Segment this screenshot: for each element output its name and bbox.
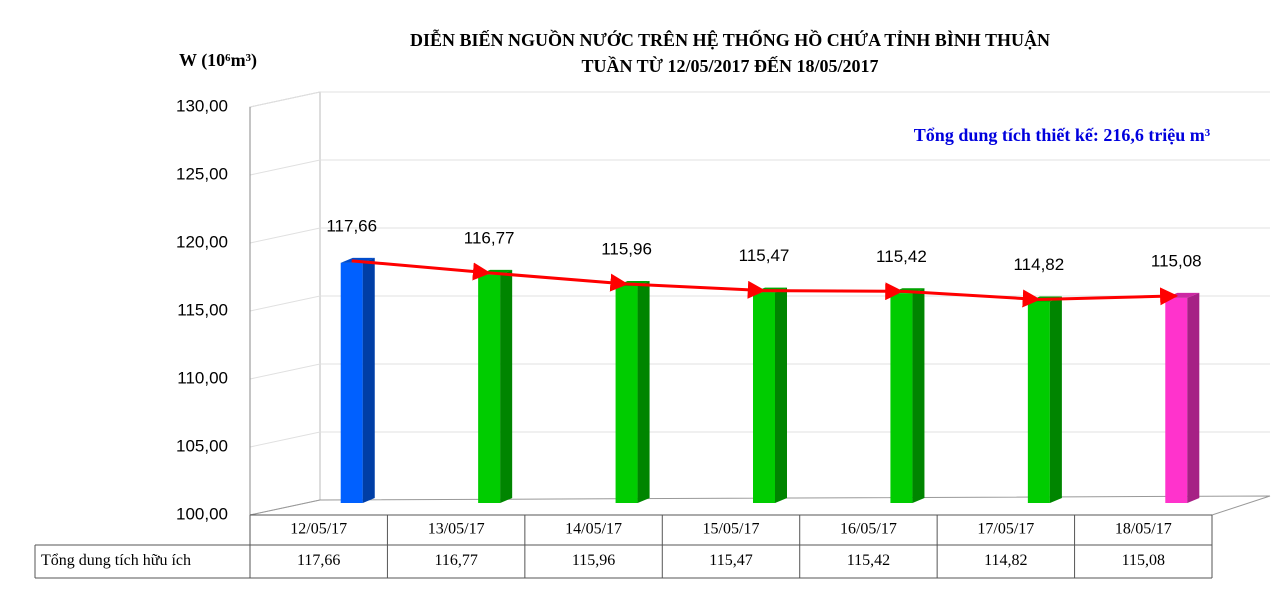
bar	[753, 292, 775, 503]
bar-side-shade	[362, 257, 375, 503]
data-label: 115,47	[739, 246, 790, 265]
table-value: 115,47	[709, 552, 752, 569]
table-value: 117,66	[297, 552, 340, 569]
grid-line	[249, 431, 1270, 448]
table-row-label: Tổng dung tích hữu ích	[41, 552, 191, 569]
x-tick-label: 16/05/17	[840, 521, 897, 538]
trend-segment	[489, 271, 629, 292]
trend-segment	[901, 289, 1041, 308]
y-tick-label: 125,00	[176, 164, 228, 183]
data-label: 115,08	[1151, 251, 1202, 270]
bar-side-shade	[775, 287, 787, 503]
y-tick-label: 120,00	[176, 232, 228, 251]
bar	[1027, 301, 1050, 503]
table-value: 116,77	[434, 552, 477, 569]
chart-subtitle: TUẦN TỪ 12/05/2017 ĐẾN 18/05/2017	[581, 55, 878, 76]
bar-side	[500, 269, 513, 503]
bar	[1165, 297, 1188, 503]
bar-side	[637, 280, 650, 503]
bar-side-shade	[1049, 296, 1062, 503]
grid-line	[249, 295, 1270, 312]
bar-side	[1187, 292, 1200, 503]
trend-segment	[1038, 287, 1179, 306]
y-tick-label: 110,00	[177, 368, 228, 387]
table-value: 115,42	[847, 552, 890, 569]
y-tick-label: 130,00	[176, 96, 228, 115]
data-label: 114,82	[1013, 255, 1064, 274]
bar	[340, 262, 363, 503]
y-tick-label: 105,00	[176, 436, 228, 455]
bar	[890, 293, 913, 503]
grid-line	[249, 91, 1270, 108]
bar	[615, 285, 638, 503]
y-tick-label: 115,00	[177, 300, 228, 319]
x-tick-label: 12/05/17	[290, 521, 347, 538]
bar-side-shade	[1187, 292, 1200, 503]
bar-side	[912, 288, 925, 503]
bar-side-shade	[500, 269, 513, 503]
trend-segment	[351, 259, 491, 281]
bar-side	[362, 257, 375, 503]
bar-side-shade	[637, 280, 650, 503]
x-tick-label: 13/05/17	[428, 521, 485, 538]
data-label: 115,42	[876, 247, 927, 266]
annotation: Tổng dung tích thiết kế: 216,6 triệu m³	[914, 125, 1211, 145]
bar-side	[775, 287, 787, 503]
y-axis-label: W (10⁶m³)	[179, 50, 257, 71]
chart-title: DIỄN BIẾN NGUỒN NƯỚC TRÊN HỆ THỐNG HỒ CH…	[410, 29, 1050, 50]
data-label: 115,96	[601, 239, 652, 258]
bar-side	[1049, 296, 1062, 503]
x-tick-label: 14/05/17	[565, 521, 622, 538]
data-label: 117,66	[326, 216, 377, 235]
x-tick-label: 15/05/17	[703, 521, 760, 538]
trend-segment	[626, 280, 766, 299]
y-tick-label: 100,00	[176, 504, 228, 523]
x-tick-label: 18/05/17	[1115, 521, 1172, 538]
grid-line	[249, 227, 1270, 244]
data-label: 116,77	[464, 228, 515, 247]
grid-line	[249, 363, 1270, 380]
bar-side-shade	[912, 288, 925, 503]
trend-segment	[763, 282, 904, 301]
table-value: 115,08	[1122, 552, 1165, 569]
table-value: 115,96	[572, 552, 615, 569]
x-tick-label: 17/05/17	[977, 521, 1034, 538]
grid-line	[249, 159, 1270, 176]
table-value: 114,82	[984, 552, 1027, 569]
bar	[478, 274, 501, 503]
